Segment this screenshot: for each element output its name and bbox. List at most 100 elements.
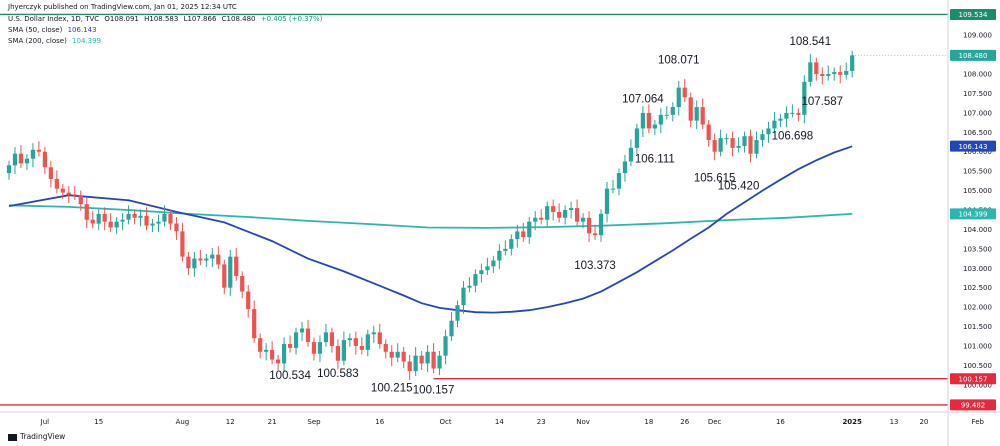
candle-body-135	[814, 62, 819, 75]
candle-body-53	[323, 332, 329, 343]
annotation-label-3: 100.157	[413, 385, 455, 397]
candle-body-61	[371, 332, 376, 335]
publisher-line: Jhyerczyk published on TradingView.com, …	[8, 3, 240, 11]
candle-body-106	[640, 112, 645, 129]
price-tag-label-2: 106.143	[959, 143, 988, 151]
candle-body-116	[700, 107, 705, 125]
candle-body-88	[533, 217, 538, 222]
candle-body-130	[784, 112, 789, 119]
y-tick-label-14: 102.000	[963, 304, 992, 312]
candle-body-85	[515, 231, 520, 240]
candle-body-66	[401, 351, 406, 362]
candle-body-134	[808, 62, 813, 82]
candle-body-4	[30, 149, 36, 159]
candle-body-6	[42, 151, 47, 168]
y-tick-label-15: 101.500	[963, 323, 992, 331]
y-tick-label-5: 106.500	[963, 129, 992, 137]
sma50-label: SMA (50, close)	[8, 26, 63, 34]
price-tag-bg-1	[950, 49, 996, 61]
x-tick-label-14: 16	[776, 418, 785, 426]
annotation-label-2: 100.215	[371, 382, 413, 394]
candle-body-128	[772, 120, 777, 129]
candle-body-25	[156, 221, 161, 224]
x-tick-label-18: Feb	[972, 418, 985, 426]
candle-body-7	[48, 167, 53, 179]
candle-body-55	[335, 345, 340, 361]
candle-body-51	[311, 342, 317, 354]
annotation-label-11: 108.541	[790, 36, 832, 48]
price-tag-label-0: 109.534	[959, 11, 988, 19]
candle-body-56	[341, 340, 346, 361]
x-tick-label-11: 18	[644, 418, 653, 426]
candle-body-96	[580, 217, 586, 222]
x-tick-label-13: Dec	[708, 418, 722, 426]
candle-body-91	[551, 206, 556, 212]
candle-body-36	[222, 264, 227, 288]
candle-body-11	[72, 194, 77, 196]
y-tick-label-10: 104.000	[963, 226, 992, 234]
sma200-line	[8, 204, 853, 229]
y-tick-label-8: 105.000	[963, 187, 992, 195]
candle-body-138	[832, 72, 837, 75]
y-tick-label-11: 103.500	[963, 245, 992, 253]
candle-body-97	[586, 217, 592, 234]
candle-body-58	[353, 338, 358, 346]
x-tick-label-15: 2025	[842, 418, 862, 426]
candle-body-136	[820, 74, 825, 76]
tradingview-logo[interactable]: TradingView	[8, 432, 65, 441]
candle-body-82	[497, 250, 502, 261]
candle-body-67	[407, 361, 412, 372]
candle-body-115	[694, 107, 699, 121]
candle-body-18	[114, 221, 119, 228]
candle-body-107	[646, 112, 651, 129]
candle-body-52	[317, 342, 323, 354]
candle-body-46	[281, 344, 287, 364]
price-tag-label-3: 104.399	[959, 211, 988, 219]
candle-body-60	[365, 334, 370, 350]
candle-body-103	[622, 161, 628, 174]
price-tag-label-5: 99.482	[961, 402, 986, 410]
sma200-label: SMA (200, close)	[8, 37, 67, 45]
candle-body-117	[706, 124, 711, 141]
y-tick-label-6: 106.000	[963, 148, 992, 156]
candle-body-22	[138, 215, 143, 218]
candle-body-3	[24, 158, 30, 164]
sma200-legend[interactable]: SMA (200, close) 104.399	[8, 37, 104, 45]
ohlc-high: H108.583	[144, 15, 179, 23]
candle-body-77	[467, 285, 472, 288]
candle-body-33	[204, 258, 209, 261]
annotation-label-8: 105.615	[694, 173, 736, 185]
y-tick-label-18: 100.000	[963, 381, 992, 389]
candle-body-139	[838, 72, 843, 75]
candle-body-109	[658, 114, 663, 125]
candle-body-118	[712, 140, 717, 152]
candle-body-111	[670, 107, 675, 115]
y-tick-label-0: 109.000	[963, 32, 992, 40]
candle-body-48	[293, 332, 299, 348]
candle-body-29	[180, 231, 185, 257]
candle-body-24	[150, 223, 155, 226]
candle-body-93	[563, 210, 568, 218]
sma50-legend[interactable]: SMA (50, close) 106.143	[8, 26, 100, 34]
candle-body-54	[329, 332, 335, 346]
x-tick-label-6: 16	[375, 418, 384, 426]
annotation-label-5: 107.064	[622, 93, 664, 105]
candle-body-31	[192, 258, 197, 269]
candle-body-98	[592, 233, 598, 236]
candle-body-64	[389, 351, 394, 358]
y-tick-label-12: 103.000	[963, 265, 992, 273]
candle-body-30	[186, 256, 191, 269]
candle-body-8	[54, 178, 59, 189]
x-tick-label-8: 14	[495, 418, 504, 426]
ohlc-open: O108.091	[104, 15, 139, 23]
y-tick-label-2: 108.000	[963, 71, 992, 79]
candle-body-86	[521, 231, 526, 238]
candle-body-70	[425, 351, 430, 364]
candle-body-84	[509, 239, 514, 249]
candle-body-110	[664, 114, 669, 116]
candle-body-19	[120, 219, 125, 222]
annotation-label-1: 100.583	[317, 368, 359, 380]
candle-body-90	[545, 206, 550, 220]
candle-body-35	[216, 254, 221, 265]
